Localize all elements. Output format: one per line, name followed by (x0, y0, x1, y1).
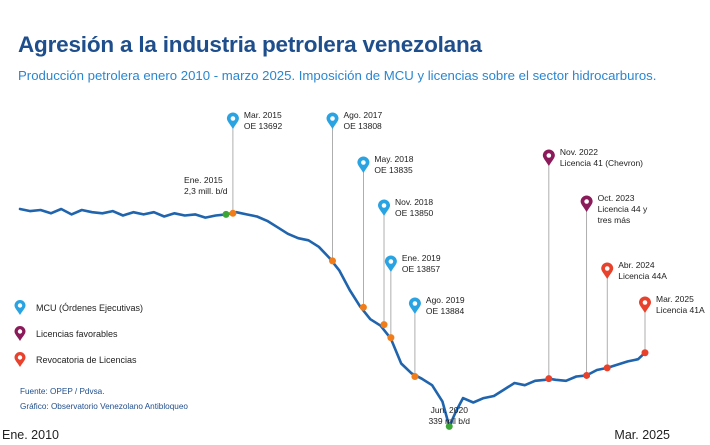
event-pin-hole (230, 116, 236, 121)
annotation-dot-low (445, 422, 453, 430)
event-dot (411, 373, 419, 381)
event-label-date: Oct. 2023 (598, 193, 635, 203)
graphic-credit: Gráfico: Observatorio Venezolano Antiblo… (20, 402, 188, 411)
event-label-detail: Licencia 44A (618, 271, 667, 281)
event-label-detail: Licencia 44 y (598, 204, 648, 214)
annotation-label-peak-date: Ene. 2015 (184, 175, 223, 185)
event-label-date: Nov. 2022 (560, 147, 598, 157)
event-dot (583, 371, 591, 379)
event-label-date: Mar. 2025 (656, 294, 694, 304)
event-dot (545, 375, 553, 383)
annotation-label-low-date: Jun. 2020 (431, 405, 469, 415)
source-note: Fuente: OPEP / Pdvsa. (20, 387, 105, 396)
event-label-detail: Licencia 41A (656, 305, 705, 315)
event-pin-hole (330, 116, 335, 121)
event-label-date: Abr. 2024 (618, 260, 655, 270)
event-pin-hole (381, 203, 387, 208)
event-pin-hole (584, 199, 589, 204)
event-label-date: Ene. 2019 (402, 253, 441, 263)
event-pin-hole (388, 259, 394, 264)
event-label-date: Mar. 2015 (244, 110, 282, 120)
legend-item-favorable: Licencias favorables (14, 325, 118, 343)
page-title: Agresión a la industria petrolera venezo… (18, 32, 482, 57)
event-dot (329, 257, 336, 265)
legend-item-mcu: MCU (Órdenes Ejecutivas) (14, 299, 143, 317)
annotation-label-peak-value: 2,3 mill. b/d (184, 186, 228, 196)
axis-end-label: Mar. 2025 (614, 428, 670, 442)
event-label-detail: OE 13884 (426, 306, 465, 316)
event-label-detail: Licencia 41 (Chevron) (560, 158, 643, 168)
legend-label-favorable: Licencias favorables (36, 329, 118, 339)
pin-red-icon (14, 352, 26, 367)
event-label-date: May. 2018 (374, 154, 413, 164)
page-subtitle: Producción petrolera enero 2010 - marzo … (18, 68, 657, 83)
pin-blue-icon (14, 300, 26, 315)
event-label-detail: OE 13850 (395, 208, 434, 218)
annotation-label-low-value: 339 mil b/d (428, 416, 470, 426)
event-pin-hole (546, 153, 552, 158)
event-dot (641, 349, 649, 357)
event-pin-hole (412, 301, 418, 306)
event-dot (380, 321, 388, 329)
legend-label-mcu: MCU (Órdenes Ejecutivas) (36, 303, 144, 313)
legend-label-revocatoria: Revocatoria de Licencias (36, 355, 137, 365)
event-pin-hole (604, 266, 610, 271)
event-label-detail: OE 13857 (402, 264, 441, 274)
event-dot (603, 364, 611, 372)
event-pin-hole (642, 300, 648, 305)
legend-item-revocatoria: Revocatoria de Licencias (14, 351, 137, 369)
event-dot (359, 303, 367, 311)
annotation-dot-peak (222, 210, 230, 218)
event-label-date: Nov. 2018 (395, 197, 433, 207)
event-dot (387, 334, 395, 342)
pin-purple-icon (14, 326, 26, 341)
event-label-detail-extra: tres más (598, 215, 631, 225)
event-label-detail: OE 13835 (374, 165, 413, 175)
event-dot (229, 209, 237, 217)
event-label-detail: OE 13692 (244, 121, 283, 131)
event-pin-hole (361, 160, 366, 165)
axis-start-label: Ene. 2010 (2, 428, 59, 442)
event-label-date: Ago. 2017 (344, 110, 383, 120)
event-label-detail: OE 13808 (344, 121, 383, 131)
event-label-date: Ago. 2019 (426, 295, 465, 305)
